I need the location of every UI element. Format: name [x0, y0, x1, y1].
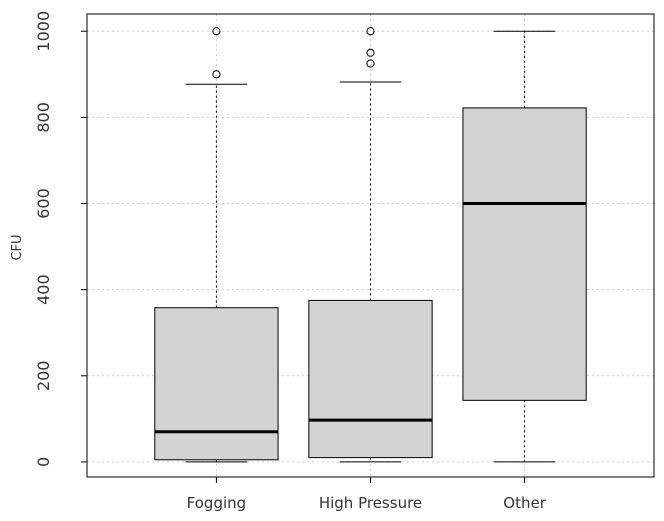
outlier-point — [212, 27, 221, 36]
x-tick-label-2: Other — [503, 494, 546, 512]
y-axis: 0 200 400 600 800 1000 — [34, 11, 87, 467]
box-body — [308, 299, 433, 459]
outlier-point — [366, 48, 375, 57]
outlier-point — [212, 70, 221, 79]
box-high-pressure — [308, 27, 433, 463]
y-tick-label-200: 200 — [34, 361, 53, 392]
box-fogging — [154, 27, 279, 463]
box-body — [154, 307, 279, 461]
y-tick-label-600: 600 — [34, 188, 53, 219]
x-axis: Fogging High Pressure Other — [187, 477, 547, 512]
y-tick-label-1000: 1000 — [34, 11, 53, 52]
outlier-point — [366, 59, 375, 68]
outlier-point — [366, 27, 375, 36]
box-body — [462, 107, 587, 401]
y-axis-title: CFU — [10, 234, 25, 260]
x-tick-label-0: Fogging — [187, 494, 247, 512]
y-tick-label-0: 0 — [34, 457, 53, 467]
box-series — [154, 27, 587, 463]
x-tick-label-1: High Pressure — [319, 494, 422, 512]
y-tick-label-800: 800 — [34, 102, 53, 133]
box-other — [462, 30, 587, 463]
y-tick-label-400: 400 — [34, 274, 53, 305]
